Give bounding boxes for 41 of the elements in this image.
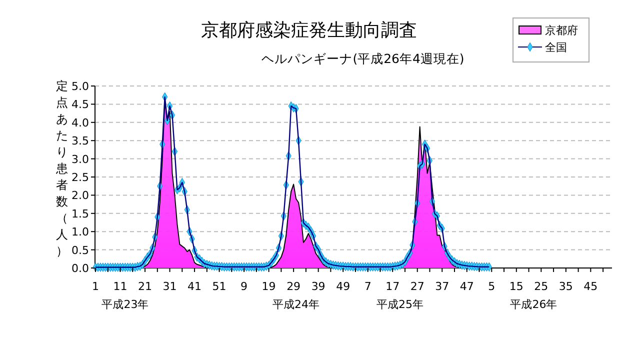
x-tick-label: 41 bbox=[188, 280, 202, 293]
x-tick-label: 5 bbox=[488, 280, 496, 293]
x-tick-label: 25 bbox=[534, 280, 548, 293]
y-tick-label: 1.5 bbox=[72, 207, 89, 220]
x-tick-label: 37 bbox=[435, 280, 450, 293]
x-tick-label: 51 bbox=[212, 280, 226, 293]
x-tick-label: 29 bbox=[286, 280, 301, 293]
chart-subtitle: ヘルパンギーナ(平成26年4週現在) bbox=[262, 51, 464, 66]
text: 定点あたり患者数（人） bbox=[56, 79, 68, 258]
y-tick-label: 3.0 bbox=[72, 152, 89, 166]
x-tick-label: 1 bbox=[92, 280, 99, 293]
x-tick-label: 15 bbox=[509, 280, 524, 293]
text: 平成26年 bbox=[510, 298, 558, 311]
y-tick-label: 2.5 bbox=[72, 171, 89, 184]
y-tick-label: 4.0 bbox=[72, 116, 89, 130]
legend-label: 全国 bbox=[545, 41, 567, 54]
x-tick-label: 31 bbox=[162, 280, 177, 293]
y-tick-label: 4.5 bbox=[72, 98, 89, 112]
x-tick-label: 47 bbox=[460, 280, 474, 293]
text: 平成25年 bbox=[376, 298, 424, 311]
x-tick-label: 21 bbox=[138, 280, 152, 293]
x-tick-label: 49 bbox=[336, 280, 350, 293]
x-tick-label: 9 bbox=[240, 280, 248, 293]
x-tick-label: 27 bbox=[410, 280, 424, 293]
x-tick-label: 11 bbox=[113, 280, 128, 293]
y-tick-label: 0.0 bbox=[72, 262, 89, 275]
y-tick-label: 1.0 bbox=[72, 226, 89, 239]
x-tick-label: 39 bbox=[311, 280, 326, 293]
x-tick-label: 45 bbox=[584, 280, 598, 293]
y-tick-label: 2.0 bbox=[72, 189, 89, 202]
x-tick-label: 35 bbox=[558, 280, 573, 293]
x-tick-label: 19 bbox=[262, 280, 276, 293]
text: 平成24年 bbox=[272, 298, 320, 311]
x-tick-label: 7 bbox=[364, 280, 372, 293]
y-tick-label: 3.5 bbox=[72, 134, 89, 148]
legend-label: 京都府 bbox=[545, 24, 578, 37]
x-tick-label: 17 bbox=[386, 280, 400, 293]
y-tick-label: 0.5 bbox=[72, 244, 89, 257]
text: 平成23年 bbox=[102, 298, 149, 311]
chart-title: 京都府感染症発生動向調査 bbox=[201, 20, 417, 41]
y-tick-label: 5.0 bbox=[72, 80, 89, 93]
